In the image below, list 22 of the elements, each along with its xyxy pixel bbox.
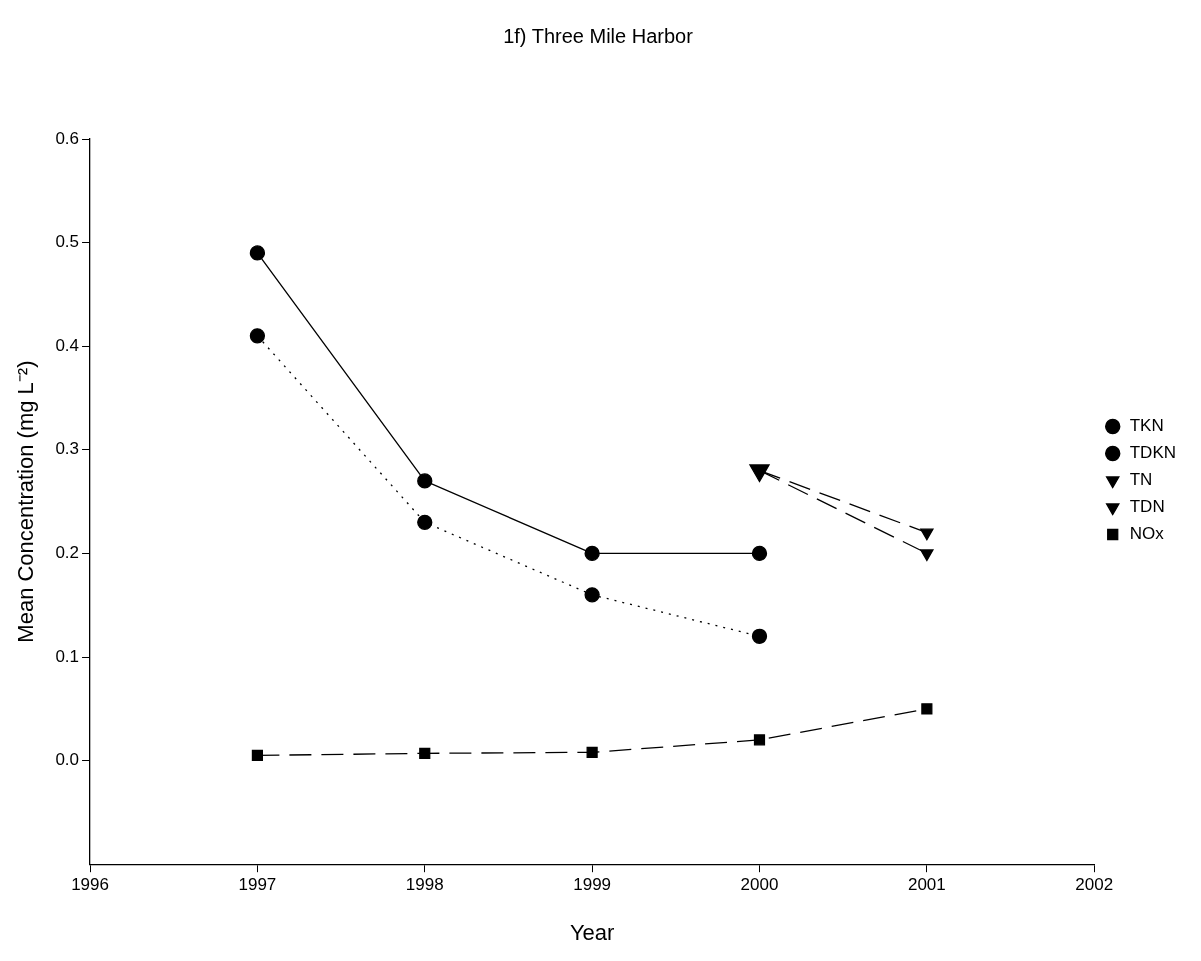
x-tick-label: 2000 <box>740 875 779 895</box>
y-tick-label: 0.3 <box>55 439 80 459</box>
y-tick-label: 0.6 <box>55 128 80 148</box>
y-tick-label: 0.1 <box>55 646 80 666</box>
y-tick-label: 0.0 <box>55 750 80 770</box>
legend-label: NOx <box>1129 524 1165 544</box>
y-tick-label: 0.2 <box>55 543 80 563</box>
legend-label: TDKN <box>1129 443 1176 463</box>
legend-label: TN <box>1129 470 1153 490</box>
x-tick-label: 1997 <box>238 875 277 895</box>
x-tick-label: 2001 <box>907 875 946 895</box>
x-tick-label: 1996 <box>71 875 109 895</box>
x-tick-label: 1998 <box>405 875 444 895</box>
y-tick-label: 0.5 <box>55 232 80 252</box>
y-axis-title: Mean Concentration (mg L⁻²) <box>13 360 39 643</box>
legend-label: TKN <box>1129 416 1164 436</box>
chart-title: 1f) Three Mile Harbor <box>503 24 694 47</box>
x-tick-label: 2002 <box>1075 875 1114 895</box>
legend-label: TDN <box>1129 497 1165 517</box>
x-axis-title: Year <box>569 919 615 945</box>
y-tick-label: 0.4 <box>55 335 80 355</box>
x-tick-label: 1999 <box>573 875 612 895</box>
